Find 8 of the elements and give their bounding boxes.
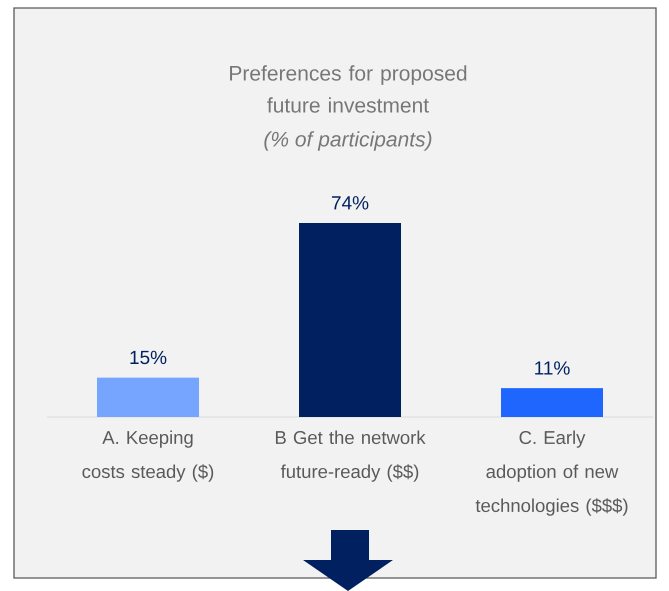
data-label: 15% xyxy=(130,350,166,364)
x-tick-label: B Get the network future-ready ($$) xyxy=(276,430,426,482)
data-label: 74% xyxy=(332,196,368,210)
data-label: 11% xyxy=(535,361,570,375)
chart-subtitle: (% of participants) xyxy=(264,131,432,151)
x-tick-label: C. Early adoption of new technologies ($$$) xyxy=(476,430,628,516)
x-tick-label: A. Keeping costs steady ($) xyxy=(82,430,214,482)
chart-title: Preferences for proposed future investment xyxy=(230,65,466,113)
